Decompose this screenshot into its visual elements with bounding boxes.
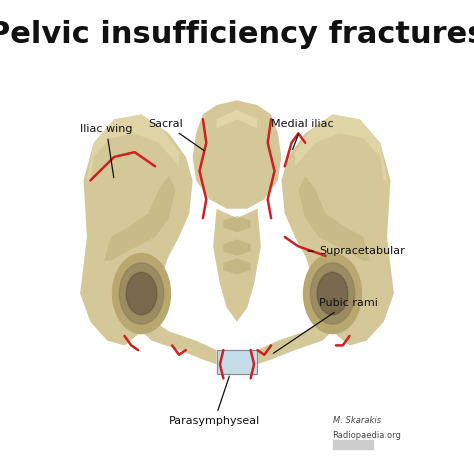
Text: Supracetabular: Supracetabular <box>308 246 405 256</box>
Text: M. Skarakis: M. Skarakis <box>332 417 381 426</box>
Polygon shape <box>295 115 387 181</box>
Circle shape <box>303 254 362 334</box>
Polygon shape <box>257 317 339 364</box>
Text: Sacral: Sacral <box>148 119 204 151</box>
Polygon shape <box>87 115 179 181</box>
Polygon shape <box>104 176 175 261</box>
Polygon shape <box>114 322 142 346</box>
Circle shape <box>126 273 157 315</box>
Polygon shape <box>135 317 217 364</box>
Polygon shape <box>217 110 257 128</box>
Polygon shape <box>192 100 282 209</box>
Bar <box>332 439 374 449</box>
Circle shape <box>317 273 348 315</box>
Text: Medial iliac: Medial iliac <box>271 119 334 150</box>
Text: Parasymphyseal: Parasymphyseal <box>169 376 260 426</box>
Polygon shape <box>223 216 251 232</box>
Polygon shape <box>213 209 261 322</box>
Text: Pubic rami: Pubic rami <box>273 298 378 353</box>
Polygon shape <box>80 115 192 346</box>
Polygon shape <box>223 258 251 275</box>
Circle shape <box>310 263 355 324</box>
Polygon shape <box>299 176 370 261</box>
Polygon shape <box>223 239 251 256</box>
Text: Pelvic insufficiency fractures: Pelvic insufficiency fractures <box>0 20 474 49</box>
Circle shape <box>112 254 171 334</box>
Polygon shape <box>282 115 394 346</box>
Circle shape <box>119 263 164 324</box>
Bar <box>217 350 257 374</box>
Polygon shape <box>332 322 360 346</box>
Text: Radiopaedia.org: Radiopaedia.org <box>332 430 401 439</box>
Text: Iliac wing: Iliac wing <box>80 124 133 178</box>
Bar <box>217 350 257 374</box>
